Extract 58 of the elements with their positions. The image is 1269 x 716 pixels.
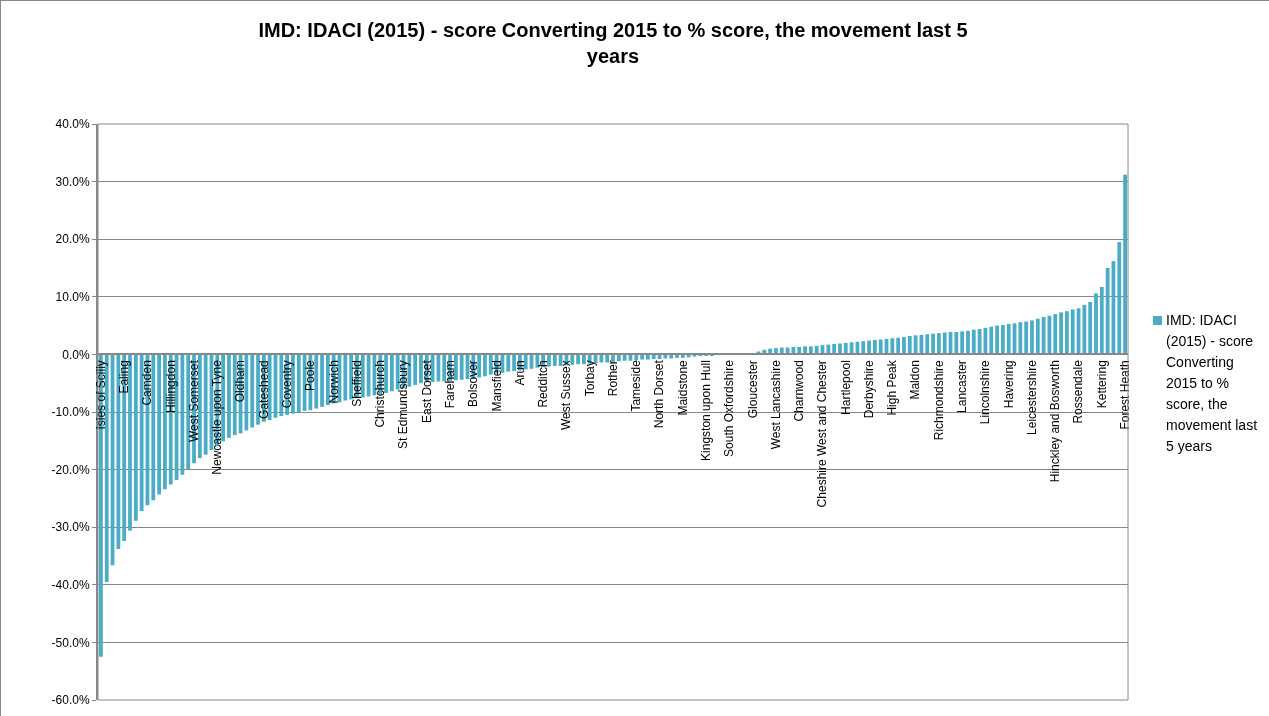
x-tick-label: Torbay — [582, 360, 597, 397]
x-tick-label: East Dorset — [419, 359, 434, 423]
y-tick-label: -40.0% — [51, 578, 90, 592]
x-tick-label: West Lancashire — [768, 359, 783, 450]
x-tick-label: Arun — [512, 360, 527, 386]
y-tick-label: -30.0% — [51, 520, 90, 535]
x-tick-label: Hartlepool — [838, 360, 853, 415]
x-tick-label: Gateshead — [256, 360, 271, 419]
x-tick-label: Redditch — [536, 360, 551, 408]
x-tick-label: Bolsover — [466, 360, 481, 407]
y-tick-label: 20.0% — [55, 232, 90, 247]
y-tick-label: -50.0% — [51, 635, 90, 650]
x-tick-label: Derbyshire — [861, 359, 876, 419]
legend-label: IMD: IDACI (2015) - score Converting 2015 to % score, the movement last 5 years — [1166, 311, 1259, 456]
x-tick-label: North Dorset — [652, 359, 667, 429]
y-tick-label: 30.0% — [55, 174, 90, 189]
x-tick-label: Cheshire West and Chester — [815, 360, 830, 508]
x-tick-label: Isles of Scilly — [93, 360, 108, 430]
x-tick-label: Charnwood — [792, 360, 807, 422]
x-tick-label: Tameside — [629, 359, 644, 412]
x-tick-label: Lincolnshire — [978, 359, 993, 425]
x-tick-label: Christchurch — [373, 360, 388, 428]
x-tick-label: Kettering — [1094, 360, 1109, 409]
x-tick-label: Newcastle upon Tyne — [210, 359, 225, 475]
x-tick-label: Kingston upon Hull — [699, 360, 714, 461]
x-tick-label: Ealing — [117, 360, 132, 394]
x-tick-label: Havering — [1001, 360, 1016, 409]
x-tick-label: Hillingdon — [163, 360, 178, 413]
x-tick-label: West Somerset — [186, 359, 201, 443]
y-tick-label: 0.0% — [62, 347, 90, 362]
y-tick-label: 10.0% — [55, 290, 90, 304]
x-tick-label: Mansfield — [489, 360, 504, 412]
x-tick-label: Maldon — [908, 360, 923, 400]
x-tick-label: Oldham — [233, 360, 248, 403]
x-tick-label: Camden — [140, 360, 155, 406]
x-tick-label: Gloucester — [745, 360, 760, 419]
x-tick-label: Leicestershire — [1024, 359, 1039, 435]
x-tick-label: Rossendale — [1071, 359, 1086, 424]
x-tick-label: Forest Heath — [1117, 360, 1132, 430]
x-tick-label: Coventry — [280, 360, 295, 409]
x-tick-label: St Edmundsbury — [396, 360, 411, 449]
chart-title: IMD: IDACI (2015) - score Converting 2015 to % score, the movement last 5 years — [258, 18, 968, 67]
x-tick-label: Lancaster — [955, 360, 970, 413]
x-tick-label: Hinckley and Bosworth — [1048, 360, 1063, 483]
x-tick-label: Richmondshire — [931, 359, 946, 441]
x-tick-label: Maidstone — [675, 359, 690, 416]
y-tick-label: -20.0% — [51, 462, 90, 477]
x-tick-label: Sheffield — [349, 360, 364, 407]
y-tick-label: -10.0% — [51, 405, 90, 420]
x-tick-label: Fareham — [442, 360, 457, 409]
x-tick-label: South Oxfordshire — [722, 359, 737, 457]
x-tick-label: West Sussex — [559, 360, 574, 431]
x-tick-label: Poole — [303, 359, 318, 391]
y-tick-label: -60.0% — [51, 693, 90, 708]
x-tick-label: Norwich — [326, 360, 341, 404]
x-tick-label: Rother — [605, 360, 620, 397]
y-tick-label: 40.0% — [55, 117, 90, 132]
x-tick-label: High Peak — [885, 359, 900, 416]
